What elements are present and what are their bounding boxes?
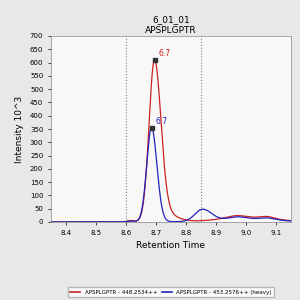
Title: 6_01_01
APSPLGPTR: 6_01_01 APSPLGPTR: [145, 15, 197, 35]
Text: 6.7: 6.7: [155, 117, 167, 126]
Legend: APSPLGPTR - 448.2534++, APSPLGPTR - 453.2576++ (heavy): APSPLGPTR - 448.2534++, APSPLGPTR - 453.…: [68, 287, 274, 297]
Y-axis label: Intensity 10^3: Intensity 10^3: [15, 95, 24, 163]
Text: 6.7: 6.7: [158, 49, 170, 58]
X-axis label: Retention Time: Retention Time: [136, 241, 206, 250]
